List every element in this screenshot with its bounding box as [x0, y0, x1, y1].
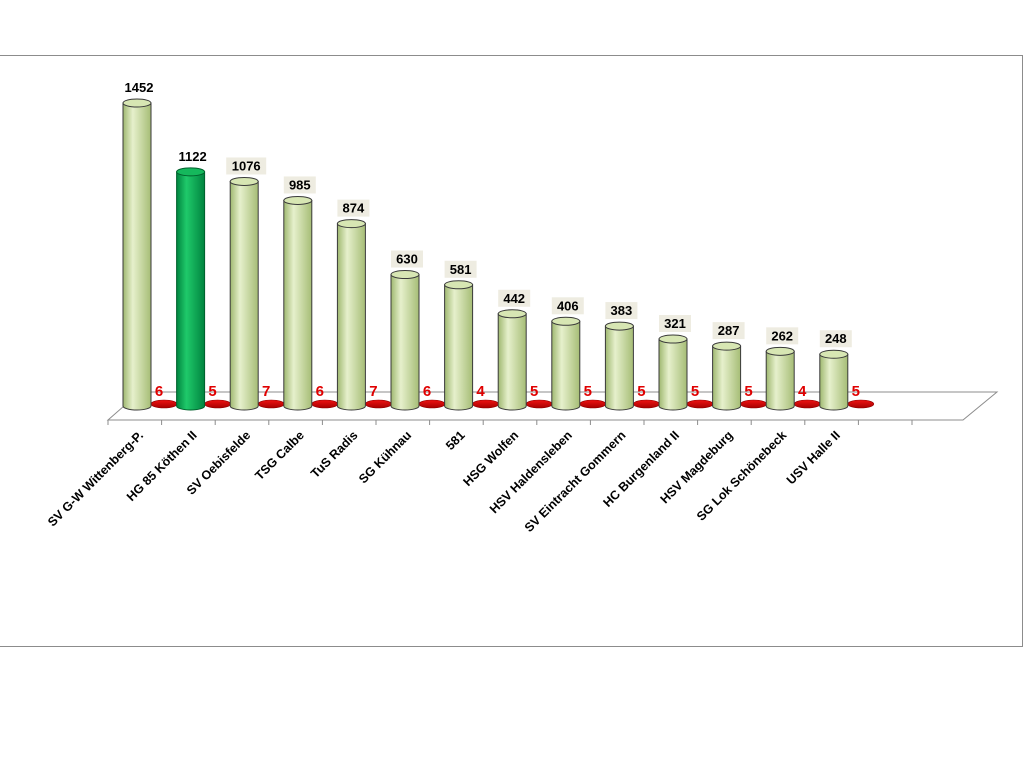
count-disc	[365, 399, 392, 409]
value-label: 985	[289, 177, 311, 192]
count-disc	[311, 399, 339, 409]
count-disc	[847, 399, 875, 409]
value-label-box	[337, 199, 370, 217]
count-label: 5	[208, 383, 216, 400]
value-label-box	[551, 297, 584, 315]
category-label: 581	[443, 428, 468, 453]
value-label: 1076	[232, 158, 261, 173]
count-disc	[150, 399, 178, 409]
category-label: SG Lok Schönebeck	[694, 428, 789, 523]
bar-top	[604, 321, 634, 331]
bar-top	[765, 346, 795, 356]
bar	[283, 199, 313, 411]
category-label: TSG Calbe	[252, 428, 307, 483]
value-label-box	[712, 322, 745, 340]
bar	[229, 180, 259, 411]
value-label: 248	[825, 331, 847, 346]
value-label-box	[766, 327, 799, 345]
value-label: 287	[718, 323, 740, 338]
value-label: 406	[557, 298, 579, 313]
bar-top	[283, 195, 313, 205]
count-disc	[525, 399, 553, 409]
bar	[176, 171, 206, 411]
bars-group	[122, 98, 875, 411]
count-label: 5	[852, 383, 860, 400]
bar	[658, 338, 688, 411]
bar	[497, 313, 527, 411]
bar	[444, 284, 474, 411]
count-label: 4	[476, 383, 485, 400]
value-label: 321	[664, 316, 686, 331]
bar	[336, 223, 366, 411]
count-disc	[257, 399, 285, 409]
bar-top	[229, 176, 259, 186]
count-label: 7	[369, 383, 377, 400]
bar-top	[122, 98, 152, 108]
category-label: TuS Radis	[308, 428, 360, 480]
bar	[390, 274, 420, 411]
bar	[765, 350, 795, 411]
value-label: 262	[771, 328, 793, 343]
count-disc	[633, 399, 660, 409]
value-label-box	[659, 315, 691, 333]
bar	[122, 102, 152, 411]
bar-top	[390, 270, 420, 280]
bar-top	[176, 167, 206, 177]
bar-top	[551, 316, 581, 326]
category-label: SV G-W Wittenberg-P.	[45, 428, 146, 529]
count-disc	[686, 399, 714, 409]
value-label: 442	[503, 291, 525, 306]
count-label: 4	[798, 383, 807, 400]
count-label: 6	[423, 383, 431, 400]
count-label: 6	[155, 383, 163, 400]
count-label: 5	[744, 383, 752, 400]
bar-top	[444, 280, 474, 290]
count-label: 5	[530, 383, 538, 400]
category-label: SV Eintracht Gommern	[522, 428, 629, 535]
count-label: 5	[584, 383, 592, 400]
bar	[604, 325, 634, 411]
count-label: 5	[637, 383, 645, 400]
count-disc	[793, 399, 821, 409]
value-label: 874	[343, 201, 365, 216]
chart-frame	[0, 55, 1023, 647]
count-disc	[579, 399, 607, 409]
bar-top	[497, 309, 527, 319]
bar-top	[712, 341, 742, 351]
value-label-box	[444, 260, 477, 278]
count-disc	[418, 399, 446, 409]
bar-top	[658, 334, 688, 344]
bar-top	[819, 349, 849, 359]
count-disc	[204, 399, 231, 409]
category-label: SG Kühnau	[356, 428, 414, 486]
value-label: 630	[396, 252, 418, 267]
count-label: 6	[316, 383, 324, 400]
bar	[712, 345, 742, 411]
value-label-box	[283, 176, 316, 194]
value-label: 581	[450, 262, 472, 277]
value-label: 1122	[178, 149, 206, 164]
value-label-box	[819, 330, 852, 348]
value-label-box	[226, 157, 267, 175]
bar	[819, 353, 849, 411]
value-label: 1452	[125, 80, 154, 95]
count-disc	[740, 399, 767, 409]
value-label-box	[391, 250, 423, 268]
count-disc	[472, 399, 499, 409]
count-label: 7	[262, 383, 270, 400]
value-label-box	[498, 289, 531, 307]
count-label: 5	[691, 383, 699, 400]
bar	[551, 320, 581, 411]
category-label: USV Halle II	[784, 428, 843, 487]
value-label-box	[605, 302, 638, 320]
bar-top	[336, 219, 366, 229]
value-label: 383	[611, 303, 633, 318]
